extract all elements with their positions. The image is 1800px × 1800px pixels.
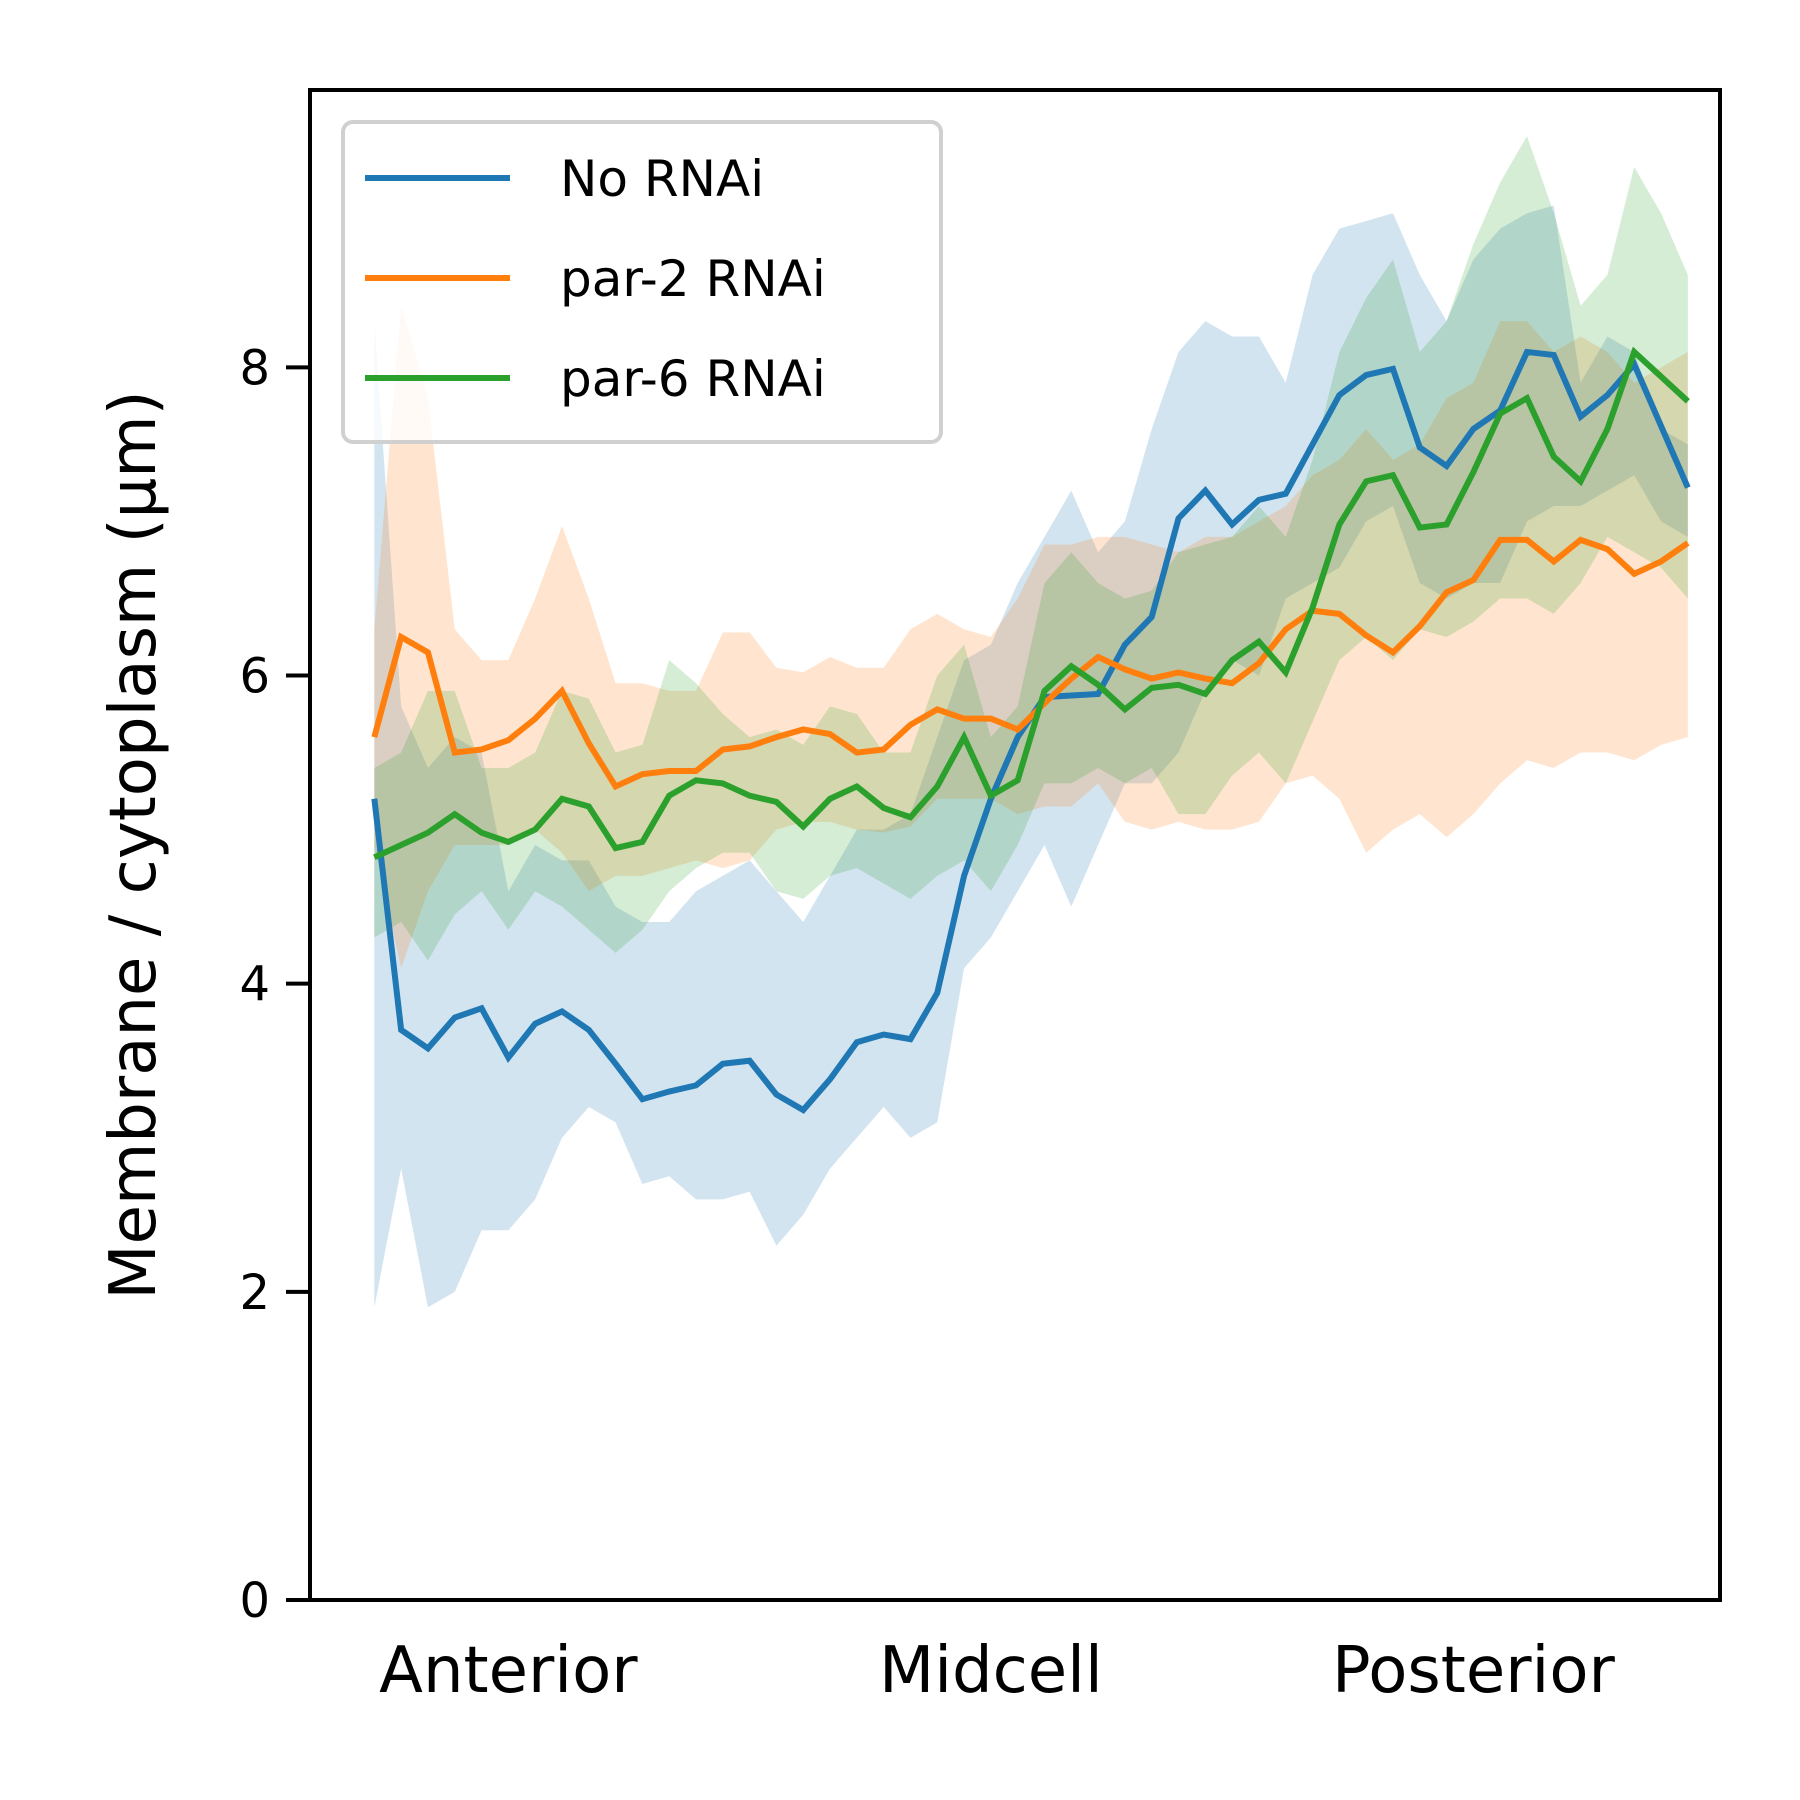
confidence-bands [374, 136, 1688, 1308]
legend: No RNAi par-2 RNAi par-6 RNAi [341, 120, 943, 444]
y-tick-label: 0 [239, 1573, 270, 1629]
band-par-6-rnai [374, 136, 1688, 961]
series-line-par-6-rnai [373, 346, 1690, 861]
x-category-label-anterior: Anterior [379, 1634, 638, 1708]
y-tick-label: 8 [239, 340, 270, 396]
band-no-rnai [374, 205, 1688, 1308]
legend-label-par-6-rnai: par-6 RNAi [560, 350, 826, 408]
x-category-label-posterior: Posterior [1332, 1634, 1616, 1708]
series-line-par-2-rnai [371, 536, 1690, 791]
legend-box [341, 120, 943, 444]
plot-frame [308, 88, 1722, 1602]
legend-label-no-rnai: No RNAi [560, 150, 764, 208]
series-lines [371, 346, 1691, 1114]
band-par-2-rnai [374, 305, 1688, 969]
y-axis-title: Membrane / cytoplasm (μm) [97, 390, 171, 1299]
y-tick-label: 2 [239, 1265, 270, 1321]
y-tick-label: 4 [239, 957, 270, 1013]
x-category-label-midcell: Midcell [879, 1634, 1103, 1708]
legend-label-par-2-rnai: par-2 RNAi [560, 250, 826, 308]
y-tick-label: 6 [239, 649, 270, 705]
y-axis: 0 2 4 6 8 [239, 340, 310, 1629]
x-axis: Anterior Midcell Posterior [379, 1634, 1615, 1708]
